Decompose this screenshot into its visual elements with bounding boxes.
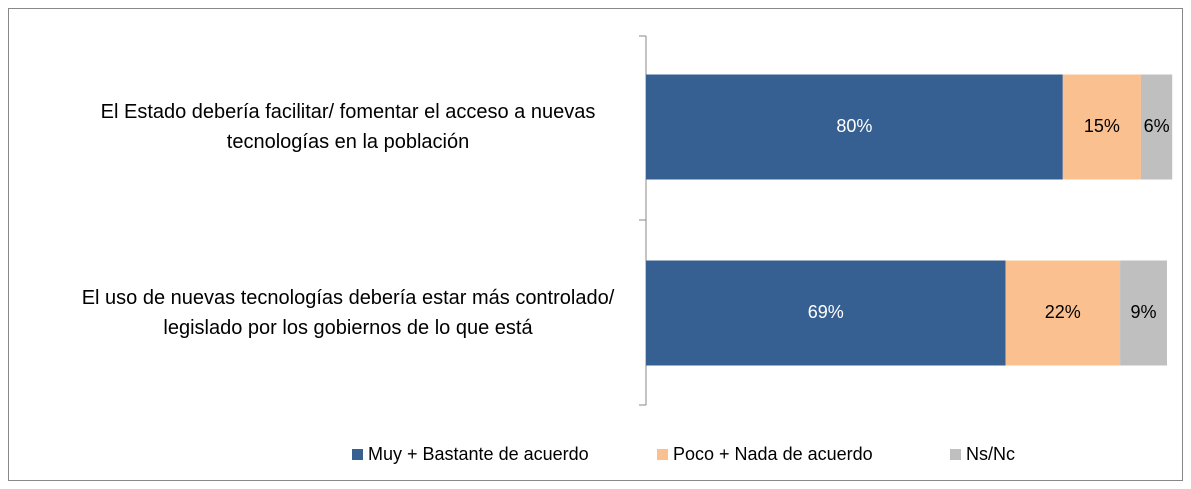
bar-segment	[1140, 74, 1173, 180]
data-label: 9%	[1131, 302, 1157, 322]
data-label: 22%	[1045, 302, 1081, 322]
legend-swatch	[657, 449, 668, 460]
legend-label: Muy + Bastante de acuerdo	[368, 444, 589, 464]
bar-segment	[1005, 260, 1121, 366]
data-label: 80%	[836, 116, 872, 136]
bar-segment	[646, 74, 1063, 180]
bar-segment	[1062, 74, 1141, 180]
legend-swatch	[352, 449, 363, 460]
legend-label: Ns/Nc	[966, 444, 1015, 464]
chart-border	[8, 8, 1183, 481]
data-label: 15%	[1084, 116, 1120, 136]
category-label: El uso de nuevas tecnologías debería est…	[81, 287, 615, 339]
data-label: 69%	[808, 302, 844, 322]
data-label: 6%	[1144, 116, 1170, 136]
bar-segment	[1120, 260, 1167, 366]
category-label: El Estado debería facilitar/ fomentar el…	[100, 101, 596, 153]
bar-segment	[646, 260, 1006, 366]
legend-label: Poco + Nada de acuerdo	[673, 444, 873, 464]
legend-swatch	[950, 449, 961, 460]
